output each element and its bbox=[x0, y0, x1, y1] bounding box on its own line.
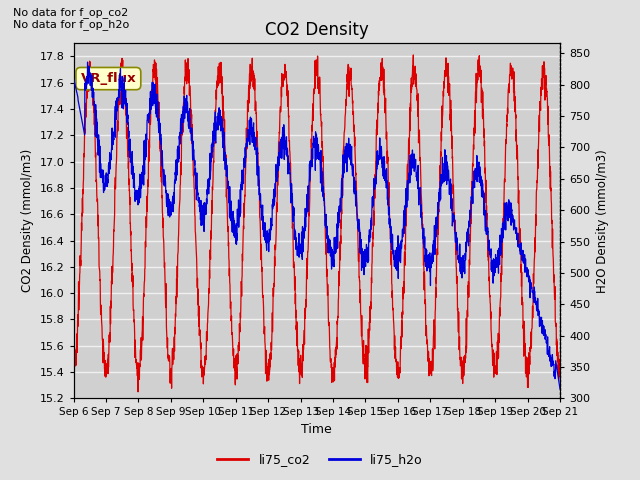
X-axis label: Time: Time bbox=[301, 423, 332, 436]
Text: VR_flux: VR_flux bbox=[81, 72, 136, 85]
Y-axis label: CO2 Density (mmol/m3): CO2 Density (mmol/m3) bbox=[21, 149, 34, 292]
Text: No data for f_op_co2: No data for f_op_co2 bbox=[13, 7, 128, 18]
Legend: li75_co2, li75_h2o: li75_co2, li75_h2o bbox=[212, 448, 428, 471]
Y-axis label: H2O Density (mmol/m3): H2O Density (mmol/m3) bbox=[596, 149, 609, 293]
Text: No data for f_op_h2o: No data for f_op_h2o bbox=[13, 19, 129, 30]
Title: CO2 Density: CO2 Density bbox=[265, 21, 369, 39]
